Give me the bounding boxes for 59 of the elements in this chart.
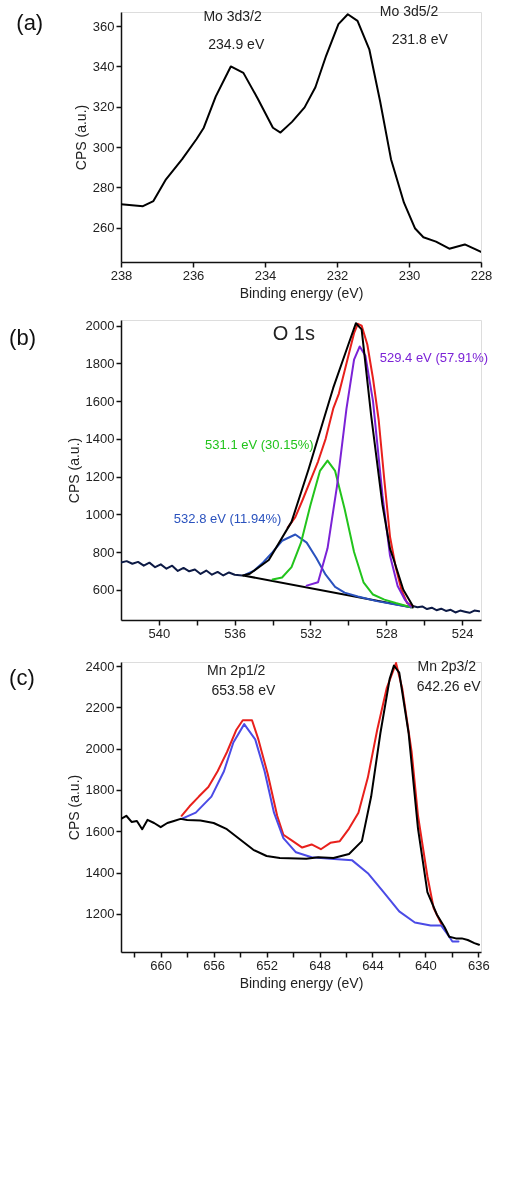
annotation: 642.26 eV (416, 678, 482, 695)
y-tick-label: 600 (92, 582, 115, 598)
annotation: 653.58 eV (211, 682, 276, 698)
y-tick-label: 1200 (85, 469, 115, 485)
x-tick-label: 232 (326, 267, 349, 283)
x-tick-label: 236 (182, 267, 205, 283)
annotation: 231.8 eV (391, 30, 449, 47)
y-tick-label: 1200 (85, 906, 115, 922)
series-label: 529.4 eV (57.91%) (379, 350, 489, 366)
y-tick-label: 1800 (85, 782, 115, 798)
x-tick-label: 524 (451, 625, 474, 641)
x-tick-label: 660 (150, 957, 173, 973)
y-tick-label: 320 (92, 99, 115, 115)
series-label: 531.1 eV (30.15%) (205, 436, 314, 452)
annotation: Mo 3d3/2 (203, 8, 262, 24)
x-tick-label: 636 (468, 957, 490, 973)
y-tick-label: 1800 (85, 355, 115, 371)
y-tick-label: 1400 (85, 431, 115, 447)
y-axis-title: CPS (a.u.) (65, 437, 82, 504)
y-axis-title: CPS (a.u.) (72, 104, 89, 171)
x-tick-label: 532 (300, 625, 322, 641)
y-tick-label: 1600 (85, 393, 115, 409)
y-tick-label: 360 (92, 18, 115, 34)
x-tick-label: 652 (256, 957, 278, 973)
y-tick-label: 2000 (85, 318, 115, 334)
annotation: O 1s (272, 321, 315, 344)
x-tick-label: 656 (203, 957, 225, 973)
chart-title: (a) (16, 10, 44, 35)
y-tick-label: 300 (92, 139, 115, 155)
y-tick-label: 2200 (85, 699, 115, 715)
x-axis-title: Binding energy (eV) (239, 284, 364, 301)
x-tick-label: 648 (309, 957, 331, 973)
x-tick-label: 234 (254, 267, 277, 283)
annotation: 234.9 eV (208, 35, 265, 52)
annotation: Mn 2p3/2 (417, 657, 477, 674)
series-label: 532.8 eV (11.94%) (173, 510, 282, 526)
y-tick-label: 2000 (85, 741, 115, 757)
y-tick-label: 280 (92, 179, 115, 195)
x-tick-label: 230 (398, 267, 421, 283)
y-tick-label: 260 (92, 220, 115, 236)
y-tick-label: 1600 (85, 823, 115, 839)
x-tick-label: 528 (375, 625, 398, 641)
x-tick-label: 644 (362, 957, 384, 973)
x-tick-label: 238 (110, 267, 133, 283)
x-tick-label: 640 (415, 957, 437, 973)
y-tick-label: 1400 (85, 865, 115, 881)
x-tick-label: 540 (148, 625, 171, 641)
y-tick-label: 2400 (85, 658, 115, 674)
y-axis-title: CPS (a.u.) (65, 774, 82, 841)
annotation: Mn 2p1/2 (207, 661, 266, 678)
x-tick-label: 228 (470, 267, 493, 283)
y-tick-label: 1000 (85, 506, 115, 522)
chart-title: (b) (9, 324, 36, 350)
chart-title: (c) (9, 664, 35, 690)
y-tick-label: 340 (92, 58, 115, 74)
annotation: Mo 3d5/2 (379, 3, 439, 19)
x-axis-title: Binding energy (eV) (239, 974, 364, 991)
x-tick-label: 536 (224, 625, 247, 641)
y-tick-label: 800 (92, 544, 115, 560)
